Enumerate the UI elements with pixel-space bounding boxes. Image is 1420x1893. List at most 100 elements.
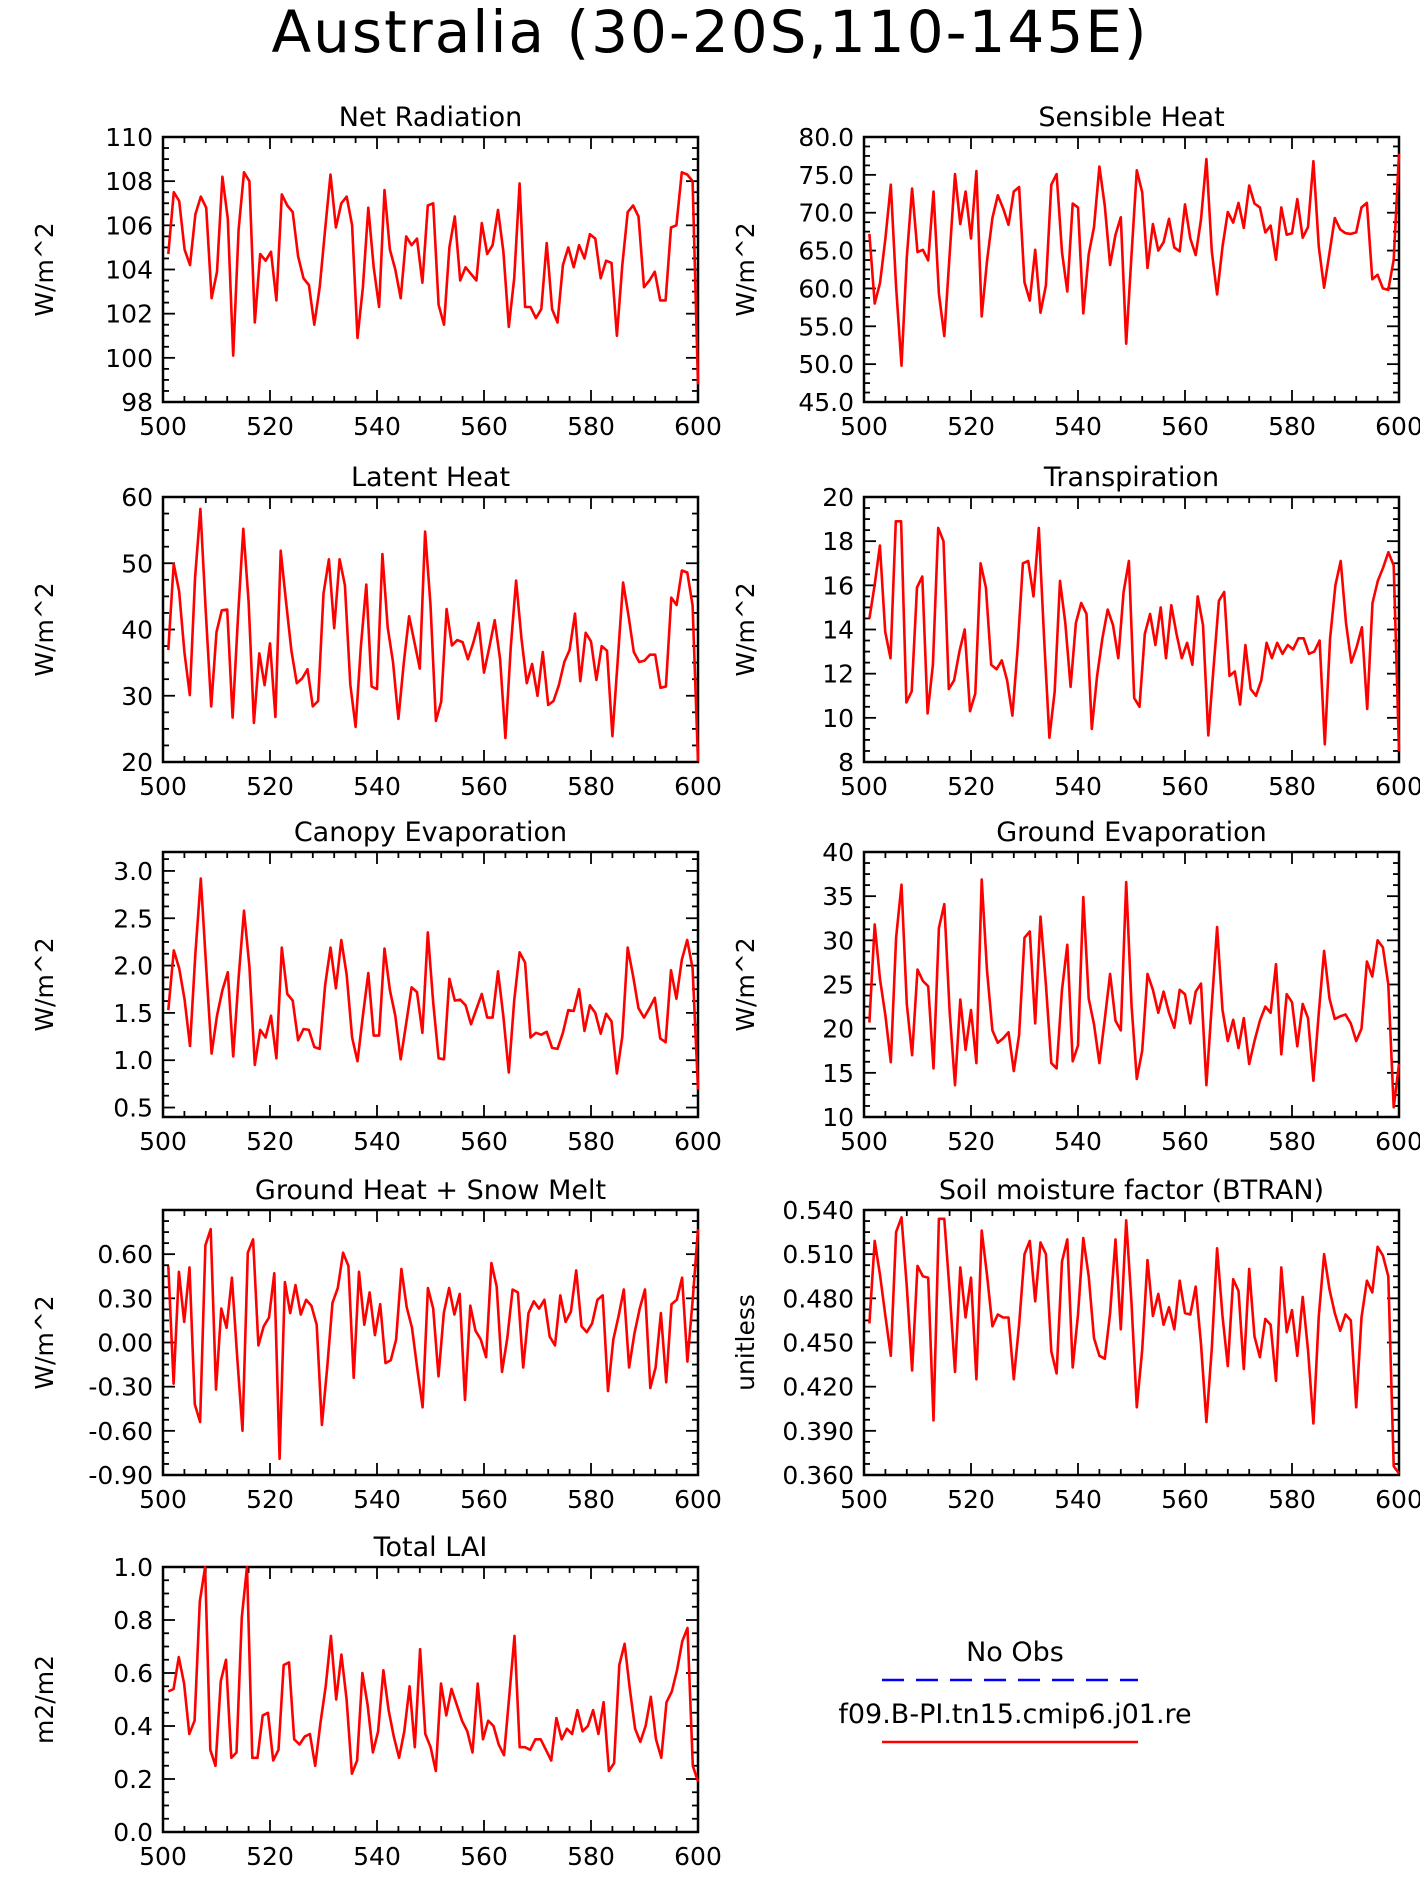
x-tick-label: 560 xyxy=(460,412,508,441)
legend-model-label: f09.B-PI.tn15.cmip6.j01.re xyxy=(838,1699,1191,1730)
panel-title: Soil moisture factor (BTRAN) xyxy=(939,1175,1324,1206)
x-tick-label: 600 xyxy=(1375,772,1420,801)
panel-title: Total LAI xyxy=(373,1532,488,1563)
y-tick-label: 35 xyxy=(822,882,854,911)
y-tick-label: 16 xyxy=(822,571,854,600)
main-title: Australia (30-20S,110-145E) xyxy=(271,0,1148,66)
y-tick-label: 104 xyxy=(105,256,153,285)
y-tick-label: 0.480 xyxy=(782,1284,854,1313)
y-tick-label: 60.0 xyxy=(798,274,854,303)
y-tick-label: 0.60 xyxy=(97,1240,153,1269)
x-tick-label: 600 xyxy=(1375,1485,1420,1514)
y-tick-label: 12 xyxy=(822,660,854,689)
y-tick-label: 0.360 xyxy=(782,1461,854,1490)
x-tick-label: 600 xyxy=(674,1127,722,1156)
y-axis-label: W/m^2 xyxy=(731,582,760,676)
y-tick-label: 0.30 xyxy=(97,1284,153,1313)
y-tick-label: 80.0 xyxy=(798,123,854,152)
series-line xyxy=(868,1216,1401,1475)
y-tick-label: 0.0 xyxy=(113,1818,153,1847)
x-tick-label: 580 xyxy=(1268,772,1316,801)
y-tick-label: 0.6 xyxy=(113,1659,153,1688)
x-tick-label: 600 xyxy=(1375,1127,1420,1156)
y-tick-label: 0.420 xyxy=(782,1373,854,1402)
x-tick-label: 560 xyxy=(1161,772,1209,801)
y-tick-label: 14 xyxy=(822,616,854,645)
chart-panel: 500 520 540 560 580 600 45.0 50.0 55.0 60.0 65.0 70… xyxy=(731,102,1420,441)
x-tick-label: 540 xyxy=(1054,412,1102,441)
y-tick-label: -0.90 xyxy=(88,1461,153,1490)
y-tick-label: 0.00 xyxy=(97,1329,153,1358)
x-tick-label: 540 xyxy=(353,1485,401,1514)
chart-panel: 500 520 540 560 580 600 98 100 102 104 106 108 110 Ne… xyxy=(30,102,722,441)
x-tick-label: 560 xyxy=(1161,1485,1209,1514)
x-tick-label: 500 xyxy=(139,1485,187,1514)
y-axis-label: m2/m2 xyxy=(30,1655,59,1744)
series-line xyxy=(167,171,700,385)
x-tick-label: 500 xyxy=(139,1127,187,1156)
y-tick-label: 15 xyxy=(822,1059,854,1088)
panel-title: Transpiration xyxy=(1043,462,1219,493)
y-tick-label: 10 xyxy=(822,704,854,733)
panel-title: Ground Heat + Snow Melt xyxy=(255,1175,606,1206)
y-tick-label: 1.0 xyxy=(113,1046,153,1075)
x-tick-label: 600 xyxy=(674,1485,722,1514)
x-tick-label: 500 xyxy=(840,412,888,441)
x-tick-label: 540 xyxy=(1054,1485,1102,1514)
y-tick-label: 0.390 xyxy=(782,1417,854,1446)
x-tick-label: 520 xyxy=(246,1127,294,1156)
x-tick-label: 600 xyxy=(674,772,722,801)
legend: No Obs f09.B-PI.tn15.cmip6.j01.re xyxy=(838,1637,1192,1744)
series-line xyxy=(167,877,700,1090)
y-tick-label: 1.0 xyxy=(113,1553,153,1582)
x-tick-label: 520 xyxy=(246,1842,294,1871)
x-tick-label: 600 xyxy=(674,1842,722,1871)
y-tick-label: 60 xyxy=(121,483,153,512)
x-tick-label: 500 xyxy=(139,1842,187,1871)
y-tick-label: 110 xyxy=(105,123,153,152)
y-tick-label: 1.5 xyxy=(113,999,153,1028)
panel-title: Net Radiation xyxy=(339,102,523,133)
series-line xyxy=(868,878,1401,1109)
y-tick-label: 0.510 xyxy=(782,1240,854,1269)
y-tick-label: 18 xyxy=(822,527,854,556)
series-line xyxy=(868,153,1401,368)
series-line xyxy=(167,1565,700,1783)
series-line xyxy=(167,507,700,762)
chart-panel: 500 520 540 560 580 600 -0.90 -0.60 -0.30 0.00 0.3… xyxy=(30,1175,722,1514)
x-tick-label: 540 xyxy=(1054,772,1102,801)
x-tick-label: 580 xyxy=(567,772,615,801)
y-tick-label: 0.540 xyxy=(782,1196,854,1225)
y-tick-label: 0.2 xyxy=(113,1765,153,1794)
chart-panel: 500 520 540 560 580 600 0.5 1.0 1.5 2.0 2.5 3.0 Cano… xyxy=(30,817,722,1156)
y-tick-label: 0.5 xyxy=(113,1094,153,1123)
y-tick-label: 106 xyxy=(105,211,153,240)
y-tick-label: 75.0 xyxy=(798,161,854,190)
panel-title: Canopy Evaporation xyxy=(294,817,567,848)
x-tick-label: 560 xyxy=(460,772,508,801)
x-tick-label: 500 xyxy=(840,772,888,801)
y-tick-label: 20 xyxy=(121,748,153,777)
x-tick-label: 580 xyxy=(1268,412,1316,441)
x-tick-label: 540 xyxy=(353,1127,401,1156)
y-axis-label: W/m^2 xyxy=(731,222,760,316)
plot-frame xyxy=(161,850,700,1119)
y-tick-label: -0.30 xyxy=(88,1373,153,1402)
x-tick-label: 580 xyxy=(567,1842,615,1871)
x-tick-label: 560 xyxy=(460,1485,508,1514)
legend-obs-label: No Obs xyxy=(966,1637,1064,1668)
x-tick-label: 500 xyxy=(139,772,187,801)
series-line xyxy=(868,519,1401,752)
x-tick-label: 600 xyxy=(674,412,722,441)
y-tick-label: 20 xyxy=(822,1015,854,1044)
y-tick-label: 25 xyxy=(822,971,854,1000)
y-tick-label: 30 xyxy=(822,926,854,955)
y-tick-label: 0.8 xyxy=(113,1606,153,1635)
y-tick-label: 0.4 xyxy=(113,1712,153,1741)
x-tick-label: 520 xyxy=(246,1485,294,1514)
y-tick-label: -0.60 xyxy=(88,1417,153,1446)
y-tick-label: 0.450 xyxy=(782,1329,854,1358)
x-tick-label: 540 xyxy=(353,772,401,801)
y-axis-label: W/m^2 xyxy=(30,1295,59,1389)
